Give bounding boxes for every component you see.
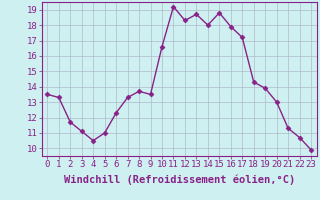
X-axis label: Windchill (Refroidissement éolien,°C): Windchill (Refroidissement éolien,°C) xyxy=(64,175,295,185)
